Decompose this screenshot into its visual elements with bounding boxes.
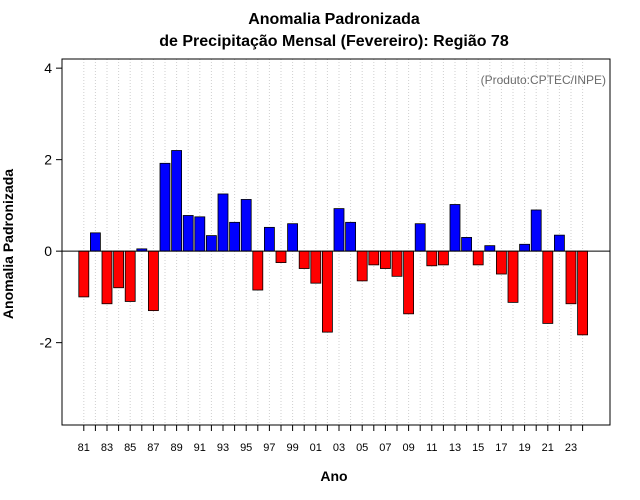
bar-2020 [530,209,542,252]
bar-2000 [298,250,310,269]
bar-1997 [263,226,275,252]
x-tick-label: 03 [333,442,345,454]
x-tick-label: 15 [472,442,484,454]
bar-2001 [310,250,322,284]
x-tick-label: 83 [101,442,113,454]
x-tick-label: 99 [286,442,298,454]
bar-1989 [171,150,183,252]
chart-title: Anomalia Padronizada [248,11,420,28]
y-tick-label: 2 [44,152,52,168]
bar-2021 [542,250,554,324]
bar-2023 [565,250,577,305]
bar-2008 [391,250,403,277]
bar-1981 [78,250,90,298]
x-tick-label: 97 [263,442,275,454]
bars [78,150,588,336]
x-tick-label: 23 [565,442,577,454]
bar-2015 [472,250,484,266]
bar-1982 [90,232,101,252]
bar-1995 [240,199,252,252]
bar-2012 [437,250,449,266]
bar-1985 [124,250,136,302]
bar-2017 [495,250,507,275]
bar-2022 [554,234,565,252]
source-annotation: (Produto:CPTEC/INPE) [481,73,606,87]
bar-2013 [449,204,461,252]
bar-2011 [426,250,438,267]
x-tick-label: 13 [449,442,461,454]
x-tick-label: 05 [356,442,368,454]
bar-2014 [461,237,473,252]
x-tick-label: 95 [240,442,252,454]
x-tick-label: 07 [379,442,391,454]
bar-2010 [414,223,426,252]
x-tick-label: 89 [170,442,182,454]
bar-1987 [147,250,159,312]
bar-1992 [205,235,217,252]
bar-1999 [287,223,299,252]
x-tick-label: 01 [310,442,322,454]
bar-2016 [484,245,496,252]
y-axis-title: Anomalia Padronizada [0,169,16,319]
bar-1983 [101,250,113,305]
bar-1998 [275,250,287,263]
bar-1984 [113,250,124,289]
x-axis: 81 83 85 87 89 91 93 95 97 99 01 03 05 07 09 11 13 15 17 19… [78,425,584,454]
bar-2004 [345,221,357,252]
y-tick-label: -2 [40,335,53,351]
bar-2005 [356,250,368,282]
bar-1996 [252,250,264,291]
bar-2002 [321,250,333,333]
bar-2024 [577,250,588,336]
bar-1991 [194,216,206,252]
x-tick-label: 21 [542,442,554,454]
bar-1990 [182,215,194,252]
bar-2009 [403,250,415,315]
x-tick-label: 81 [78,442,90,454]
bar-2007 [379,250,391,269]
x-axis-title: Ano [320,468,347,484]
bar-1993 [217,193,229,252]
x-tick-label: 85 [124,442,136,454]
bar-1988 [159,162,171,252]
x-tick-label: 91 [194,442,206,454]
bar-2018 [507,250,519,303]
bar-2019 [519,243,530,252]
x-tick-label: 19 [518,442,530,454]
bar-2003 [333,208,345,252]
x-tick-label: 87 [147,442,159,454]
x-tick-label: 93 [217,442,229,454]
x-tick-label: 11 [426,442,437,454]
plot-frame [61,58,611,426]
y-axis: -2 0 2 4 [40,60,62,351]
x-tick-label: 17 [495,442,507,454]
grid-lines [83,59,584,425]
x-tick-label: 09 [402,442,414,454]
bar-1994 [229,221,241,252]
chart-subtitle: de Precipitação Mensal (Fevereiro): Regi… [159,33,509,50]
y-tick-label: 4 [44,60,52,76]
bar-2006 [368,250,380,266]
y-tick-label: 0 [44,243,52,259]
